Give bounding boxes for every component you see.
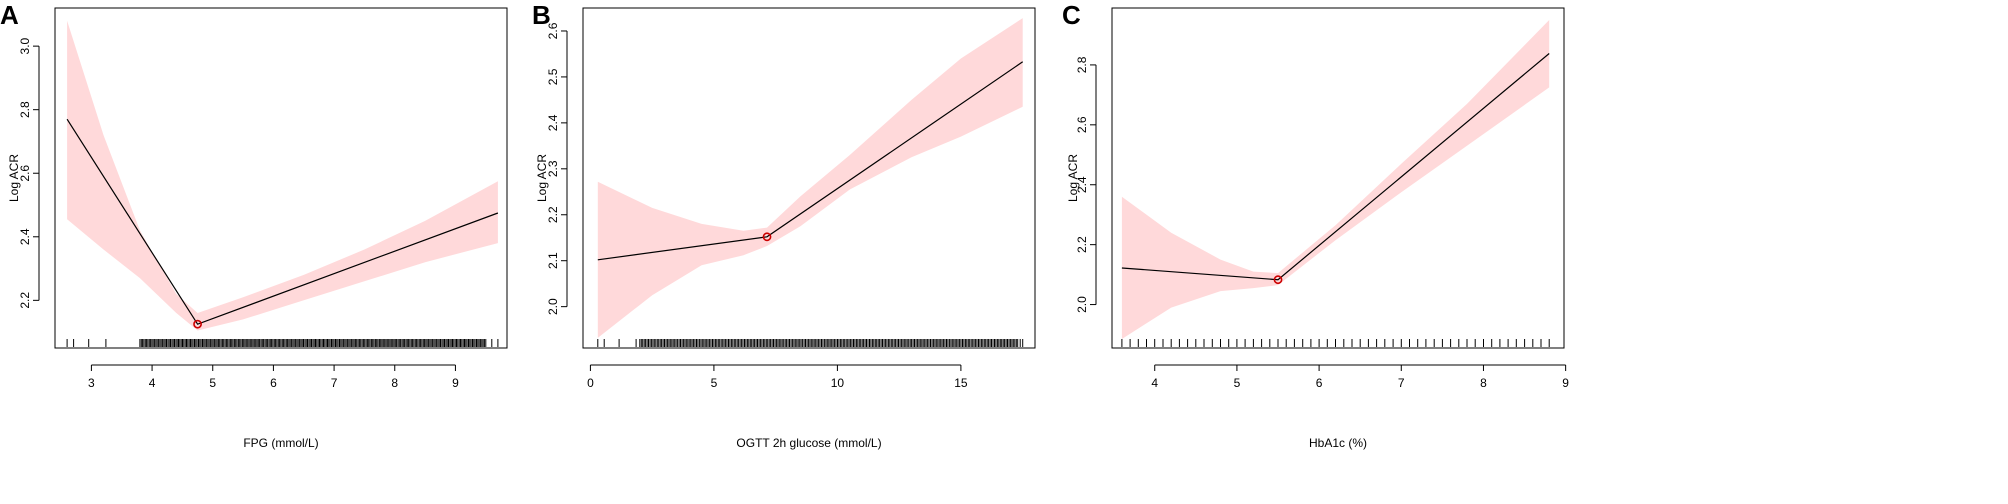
panel-a-y-axis-label: Log ACR xyxy=(7,154,21,202)
panel-c-fit-line xyxy=(1121,53,1550,281)
panel-a-fit-line xyxy=(66,118,499,325)
panel-c-ci-band xyxy=(1121,20,1550,339)
panel-b-y-tick-label: 2.2 xyxy=(546,206,560,223)
panel-a-x-tick-label: 7 xyxy=(331,376,338,390)
panel-b-y-tick-label: 2.4 xyxy=(546,114,560,131)
panel-a-x-tick-label: 3 xyxy=(88,376,95,390)
panel-a-plot-frame xyxy=(54,7,508,349)
panel-b-x-tick-label: 10 xyxy=(831,376,845,390)
panel-a-y-tick-label: 3.0 xyxy=(18,37,32,54)
panel-b-ci-band xyxy=(597,18,1023,338)
panel-b-y-tick-label: 2.5 xyxy=(546,68,560,85)
panel-b-x-axis-label: OGTT 2h glucose (mmol/L) xyxy=(736,436,881,450)
panel-c-inflection-point xyxy=(1273,275,1283,285)
panel-c-y-axis-label: Log ACR xyxy=(1066,154,1080,202)
panel-c-x-tick-label: 5 xyxy=(1234,376,1241,390)
panel-a-x-tick-label: 6 xyxy=(270,376,277,390)
panel-b-y-tick-label: 2.1 xyxy=(546,252,560,269)
panel-a-plot: 3 4 5 6 7 8 9 2.2 2.4 2.6 2.8 3.0 xyxy=(18,20,499,390)
panel-b-x-tick-label: 0 xyxy=(587,376,594,390)
panel-c-y-tick-label: 2.0 xyxy=(1075,296,1089,313)
panel-c-plot: 4 5 6 7 8 9 2.0 2.2 2.4 2.6 2.8 xyxy=(1075,20,1569,390)
panel-b-plot-frame xyxy=(582,7,1036,349)
panel-c-y-tick-label: 2.4 xyxy=(1075,176,1089,193)
panel-b-x-tick-label: 5 xyxy=(711,376,718,390)
panel-c-x-tick-label: 8 xyxy=(1480,376,1487,390)
panel-b-inflection-point xyxy=(762,232,772,242)
panel-a-x-tick-label: 4 xyxy=(149,376,156,390)
panel-b: B 0 5 10 15 2.0 2.1 2.2 2.3 2.4 2.5 2.6 OGTT 2h gl… xyxy=(532,0,1036,450)
panel-c-x-tick-label: 4 xyxy=(1151,376,1158,390)
panel-a-x-tick-label: 5 xyxy=(209,376,216,390)
panel-b-letter: B xyxy=(532,0,551,30)
panel-a-y-tick-label: 2.2 xyxy=(18,292,32,309)
panel-b-y-tick-label: 2.3 xyxy=(546,160,560,177)
panel-c-plot-frame xyxy=(1111,7,1565,349)
panel-a: A 3 4 5 6 7 8 9 2.2 2.4 2.6 2.8 3.0 FPG (mmol/L) Lo… xyxy=(0,0,508,450)
panel-a-inflection-point xyxy=(193,319,202,329)
panel-b-y-tick-label: 2.6 xyxy=(546,22,560,39)
panel-c-y-tick-label: 2.2 xyxy=(1075,236,1089,253)
panel-b-y-axis-label: Log ACR xyxy=(535,154,549,202)
panel-a-x-tick-label: 9 xyxy=(452,376,459,390)
panel-a-y-tick-label: 2.4 xyxy=(18,228,32,245)
panel-c-x-tick-label: 9 xyxy=(1562,376,1569,390)
panel-a-y-tick-label: 2.6 xyxy=(18,165,32,182)
panel-c-y-tick-label: 2.6 xyxy=(1075,116,1089,133)
panel-c-x-axis-label: HbA1c (%) xyxy=(1309,436,1367,450)
panel-a-x-axis-label: FPG (mmol/L) xyxy=(243,436,318,450)
panel-a-y-tick-label: 2.8 xyxy=(18,101,32,118)
panel-a-letter: A xyxy=(0,0,19,30)
panel-c-x-tick-label: 6 xyxy=(1316,376,1323,390)
panel-c-letter: C xyxy=(1062,0,1081,30)
panel-c: C 4 5 6 7 8 9 2.0 2.2 2.4 2.6 2.8 HbA1c (%) Log AC… xyxy=(1062,0,1569,450)
panel-c-y-tick-label: 2.8 xyxy=(1075,56,1089,73)
panel-c-x-tick-label: 7 xyxy=(1398,376,1405,390)
panel-a-ci-band xyxy=(67,20,498,331)
panel-b-plot: 0 5 10 15 2.0 2.1 2.2 2.3 2.4 2.5 2.6 xyxy=(546,18,1024,390)
panel-b-fit-line xyxy=(597,61,1024,261)
panel-b-y-tick-label: 2.0 xyxy=(546,298,560,315)
panel-b-x-tick-label: 15 xyxy=(954,376,968,390)
panel-a-x-tick-label: 8 xyxy=(391,376,398,390)
